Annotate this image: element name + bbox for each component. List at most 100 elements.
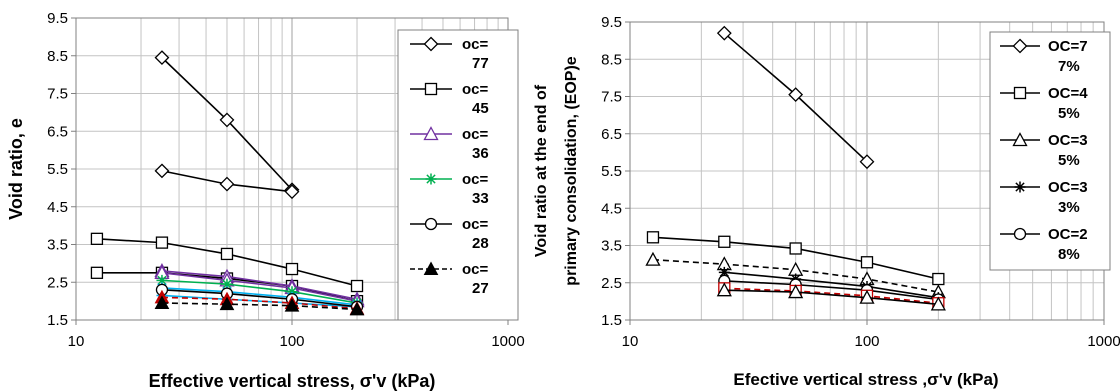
y-tick-label: 8.5 (601, 51, 622, 68)
legend-label-cont: 27 (472, 280, 489, 297)
y-tick-label: 1.5 (47, 312, 68, 329)
y-tick-label: 7.5 (601, 89, 622, 106)
x-tick-label: 1000 (491, 333, 524, 350)
y-axis-label-line1: Void ratio at the end of (533, 84, 550, 257)
data-point (284, 184, 300, 200)
data-point (286, 286, 298, 298)
series-line (161, 294, 358, 308)
y-tick-label: 2.5 (601, 275, 622, 292)
series-line (161, 270, 358, 301)
y-tick-label: 4.5 (47, 199, 68, 216)
legend-marker (1013, 227, 1027, 241)
data-point (716, 25, 732, 41)
legend-box (989, 31, 1111, 271)
x-axis-label: Effective vertical stress, σ'v (kPa) (149, 371, 436, 391)
data-point (645, 251, 661, 266)
data-point (155, 236, 169, 249)
legend-marker (423, 261, 439, 275)
data-point (285, 262, 299, 276)
data-point (716, 282, 732, 297)
y-axis-label-line2: primary consolidation, (EOP)e (563, 56, 580, 285)
series-7 (716, 282, 946, 311)
x-tick-label: 100 (279, 333, 304, 350)
legend-label: oc= (462, 216, 489, 233)
series-line (161, 296, 358, 310)
legend-label-cont: 5% (1058, 152, 1080, 169)
data-point (90, 266, 104, 279)
data-point (154, 50, 170, 66)
series-line (161, 287, 358, 306)
legend-marker (1014, 181, 1026, 193)
series-3 (90, 232, 364, 293)
x-tick-label: 1000 (1087, 333, 1120, 350)
data-point (930, 296, 946, 311)
series-line (724, 280, 939, 301)
legend-label: oc= (462, 171, 489, 188)
data-point (859, 289, 875, 304)
x-axis-label: Efective vertical stress ,σ'v (kPa) (733, 370, 998, 389)
data-point (860, 256, 874, 269)
y-tick-label: 6.5 (601, 126, 622, 143)
y-tick-label: 9.5 (47, 10, 68, 27)
data-point (788, 261, 804, 276)
legend-label: oc= (462, 261, 489, 278)
data-point (932, 272, 945, 286)
y-tick-label: 4.5 (601, 200, 622, 217)
legend-marker (1012, 132, 1028, 147)
data-point (718, 235, 731, 248)
legend: OC=7 7% OC=4 5% OC=3 5% OC=3 3% OC=2 8% (989, 31, 1111, 271)
x-tick-label: 10 (622, 333, 639, 350)
legend-label: OC=2 (1048, 226, 1088, 243)
data-point (646, 231, 660, 244)
legend-label: oc= (462, 81, 489, 98)
legend-label-cont: 28 (472, 235, 489, 252)
series-2 (646, 231, 945, 286)
data-point (219, 176, 235, 192)
series-line (724, 287, 939, 305)
legend-label-cont: 33 (472, 190, 489, 207)
x-tick-label: 10 (68, 333, 85, 350)
legend-marker (1012, 38, 1028, 54)
y-tick-label: 8.5 (47, 48, 68, 65)
y-axis-label: Void ratio, e (6, 118, 26, 220)
data-point (156, 274, 168, 286)
chart-2: 1.5 2.5 3.5 4.5 5.5 6.5 7.5 8.5 9.5 10 100 1000 Efec… (533, 14, 1120, 389)
series-line (161, 289, 358, 308)
data-point (154, 163, 170, 179)
legend-label-cont: 5% (1058, 105, 1080, 122)
legend-marker (1013, 86, 1027, 100)
series-line (161, 272, 358, 302)
data-point (284, 298, 300, 312)
legend-label: OC=3 (1048, 132, 1088, 149)
data-point (219, 112, 235, 128)
legend: oc= 77 oc= 45 oc= 36 oc= 33 oc= 28 oc= 27 (397, 29, 519, 321)
legend-marker (423, 36, 439, 52)
legend-label: OC=4 (1048, 85, 1088, 102)
data-point (718, 266, 730, 278)
series-line (724, 271, 939, 299)
y-tick-label: 3.5 (47, 237, 68, 254)
legend-label: OC=7 (1048, 38, 1088, 55)
legend-label-cont: 77 (472, 55, 489, 72)
data-point (90, 232, 104, 245)
legend-marker (423, 126, 439, 141)
data-point (221, 278, 233, 290)
legend-marker (424, 82, 438, 96)
y-tick-label: 9.5 (601, 14, 622, 31)
data-point (220, 247, 234, 261)
data-point (350, 279, 364, 293)
x-tick-label: 100 (854, 333, 879, 350)
y-tick-label: 5.5 (601, 163, 622, 180)
data-point (789, 242, 802, 255)
legend-marker (425, 173, 437, 185)
y-tick-label: 5.5 (47, 161, 68, 178)
series-2 (154, 163, 300, 200)
series-line (161, 279, 358, 304)
legend-label-cont: 45 (472, 100, 489, 117)
legend-label-cont: 3% (1058, 199, 1080, 216)
series-12 (154, 295, 365, 316)
legend-label: OC=3 (1048, 179, 1088, 196)
data-point (219, 296, 235, 311)
